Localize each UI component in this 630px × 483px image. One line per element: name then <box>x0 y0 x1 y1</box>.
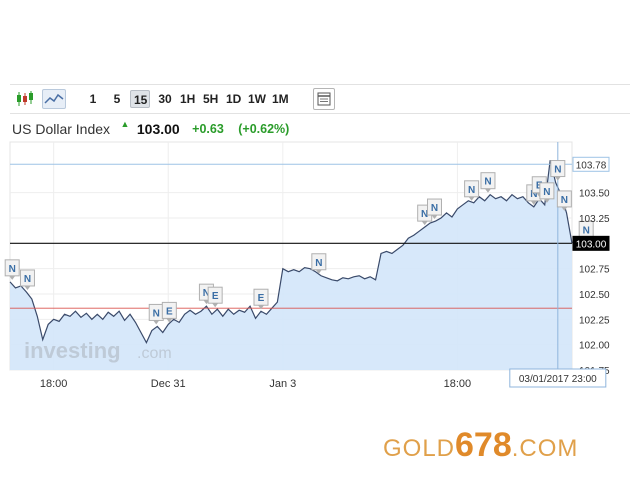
event-marker-pointer <box>24 285 31 290</box>
brand-com-text: .COM <box>511 435 579 462</box>
watermark-logo: investing <box>24 338 121 363</box>
event-marker-pointer <box>9 275 16 280</box>
price-change-percent: (+0.62%) <box>238 121 290 136</box>
event-marker[interactable]: E <box>253 288 269 310</box>
event-marker[interactable]: N <box>19 269 35 290</box>
series-area-fill <box>10 160 572 370</box>
event-marker-box <box>550 160 566 178</box>
instrument-name: US Dollar Index <box>12 120 111 137</box>
x-tick-label: Dec 31 <box>151 378 186 390</box>
event-marker-label: N <box>431 203 438 214</box>
event-marker-box <box>539 182 555 200</box>
x-tick-label: 18:00 <box>40 378 68 390</box>
timeframe-button-5h[interactable]: 5H <box>203 92 219 106</box>
event-marker[interactable]: N <box>480 172 496 193</box>
timeframe-button-15[interactable]: 15 <box>130 90 150 108</box>
event-marker-pointer <box>153 320 160 325</box>
event-marker-label: N <box>543 187 550 198</box>
timeframe-button-1d[interactable]: 1D <box>226 92 242 106</box>
event-marker[interactable]: N <box>550 160 566 181</box>
event-marker-label: N <box>421 209 428 220</box>
event-marker-label: E <box>258 293 265 304</box>
y-tick-label: 102.00 <box>579 341 610 352</box>
event-marker-label: N <box>9 264 16 275</box>
event-marker[interactable]: N <box>311 253 327 274</box>
event-marker-label: N <box>315 258 322 269</box>
event-marker-label: N <box>468 185 475 196</box>
timeframe-button-1w[interactable]: 1W <box>248 92 266 106</box>
brand-logo: GOLD678.COM <box>383 425 578 465</box>
event-marker-pointer <box>543 198 550 203</box>
event-marker-label: E <box>212 291 219 302</box>
y-tick-label: 102.75 <box>579 265 610 276</box>
last-price-label-box <box>572 235 610 251</box>
event-marker-pointer <box>468 196 475 201</box>
high-label: 103.78 <box>576 160 607 171</box>
event-marker-label: N <box>484 177 491 188</box>
event-marker-label: N <box>153 308 160 319</box>
event-marker-label: N <box>24 274 31 285</box>
timeframe-button-1h[interactable]: 1H <box>180 92 196 106</box>
event-marker[interactable]: N <box>539 182 555 203</box>
event-marker[interactable]: E <box>161 301 177 323</box>
event-marker[interactable]: N <box>4 259 20 280</box>
event-marker-box <box>480 172 496 190</box>
area-chart-icon[interactable] <box>42 89 66 109</box>
event-marker-label: N <box>203 288 210 299</box>
series-line <box>9 160 573 344</box>
event-marker-pointer <box>484 188 491 193</box>
watermark-suffix: .com <box>137 345 172 362</box>
event-marker[interactable]: N <box>464 180 480 201</box>
chart-settings-icon[interactable] <box>313 88 335 110</box>
event-marker[interactable]: E <box>207 286 223 308</box>
high-label-box <box>572 156 610 172</box>
event-marker-pointer <box>530 200 537 205</box>
event-marker-pointer <box>561 206 568 211</box>
event-marker[interactable]: N <box>556 190 572 211</box>
event-marker-pointer <box>554 176 561 181</box>
event-marker-pointer <box>257 305 264 310</box>
y-tick-label: 103.25 <box>579 214 610 225</box>
last-price-label: 103.00 <box>576 239 607 250</box>
crosshair-date-label: 03/01/2017 23:00 <box>519 374 597 385</box>
event-marker-label: N <box>530 189 537 200</box>
event-marker-label: E <box>166 306 173 317</box>
last-price: 103.00 <box>136 120 180 137</box>
event-marker-pointer <box>431 215 438 220</box>
up-arrow-icon: ▲ <box>120 118 130 129</box>
timeframe-button-5[interactable]: 5 <box>113 92 121 106</box>
event-marker-label: N <box>554 165 561 176</box>
timeframe-button-30[interactable]: 30 <box>158 92 172 106</box>
event-marker-label: N <box>561 195 568 206</box>
timeframe-button-1[interactable]: 1 <box>89 92 97 106</box>
quote-header: US Dollar Index ▲ 103.00 +0.63 (+0.62%) <box>12 118 290 140</box>
candlestick-chart-icon[interactable] <box>14 89 36 109</box>
event-marker-pointer <box>315 269 322 274</box>
event-marker-pointer <box>421 221 428 226</box>
timeframe-button-1m[interactable]: 1M <box>272 92 289 106</box>
brand-gold-text: GOLD <box>383 435 456 462</box>
event-marker[interactable]: N <box>148 303 164 325</box>
event-marker-pointer <box>212 303 219 308</box>
price-change: +0.63 <box>192 121 224 136</box>
y-tick-label: 102.50 <box>579 290 610 301</box>
x-tick-label: Jan 3 <box>269 378 296 390</box>
y-tick-label: 102.25 <box>579 315 610 326</box>
x-tick-label: 18:00 <box>444 378 472 390</box>
crosshair-date-box <box>509 368 607 388</box>
y-tick-label: 103.50 <box>579 189 610 200</box>
event-marker-pointer <box>166 318 173 323</box>
event-marker-label: N <box>583 225 590 236</box>
chart-toolbar: 1 5 15 30 1H 5H 1D 1W 1M <box>10 84 630 114</box>
price-chart[interactable]: investing.comNNNENEENNNNNNENNNN101.75102… <box>0 140 630 400</box>
brand-number-text: 678 <box>455 426 512 464</box>
event-marker[interactable]: N <box>427 198 443 220</box>
